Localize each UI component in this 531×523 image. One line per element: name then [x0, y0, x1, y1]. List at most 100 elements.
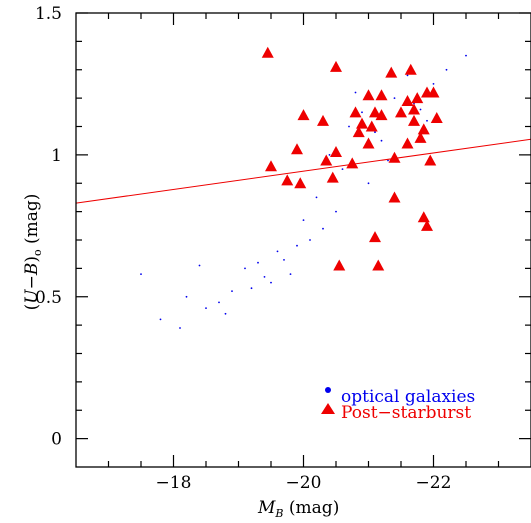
svg-text:MB (mag): MB (mag) [257, 498, 339, 520]
post-starburst-point [417, 211, 430, 223]
post-starburst-point [421, 86, 433, 98]
post-starburst-point [330, 60, 342, 72]
optical-galaxy-point [224, 312, 227, 315]
optical-galaxy-point [406, 74, 409, 77]
post-starburst-point [375, 89, 388, 101]
optical-galaxy-points [140, 54, 467, 329]
optical-galaxy-point [185, 295, 188, 298]
post-starburst-point [261, 46, 274, 58]
optical-galaxy-point [218, 301, 220, 304]
x-tick-label: −18 [156, 473, 192, 493]
post-starburst-point [369, 231, 381, 243]
x-tick-label: −20 [286, 473, 322, 493]
optical-galaxy-point [348, 125, 350, 128]
post-starburst-point [369, 106, 381, 118]
y-tick-label: 1.5 [35, 4, 62, 24]
svg-text:(U−B)o (mag): (U−B)o (mag) [22, 194, 44, 311]
fit-line [75, 138, 531, 204]
optical-galaxy-point [328, 154, 331, 156]
legend-post-label: Post−starburst [341, 403, 471, 423]
legend-dot-icon [325, 387, 331, 393]
optical-galaxy-point [257, 261, 259, 264]
optical-galaxy-point [198, 264, 201, 267]
tick-labels: −18 −20 −22 0 0.5 1 1.5 [35, 4, 451, 493]
post-starburst-point [375, 109, 388, 121]
optical-galaxy-point [354, 91, 357, 94]
post-starburst-point [346, 157, 359, 169]
post-starburst-point [281, 174, 294, 186]
optical-galaxy-point [432, 83, 435, 85]
legend-optical-label: optical galaxies [341, 387, 475, 407]
optical-galaxy-point [387, 159, 389, 162]
optical-galaxy-point [205, 307, 207, 309]
legend-triangle-icon [321, 403, 335, 414]
optical-galaxy-point [315, 196, 318, 199]
optical-galaxy-point [426, 119, 428, 122]
x-axis-label: MB (mag) [257, 498, 339, 520]
optical-galaxy-point [465, 54, 467, 57]
post-starburst-point [411, 92, 424, 104]
optical-galaxy-point [309, 239, 311, 241]
post-starburst-point [265, 160, 277, 172]
y-tick-label: 0.5 [35, 288, 62, 308]
optical-galaxy-point [445, 68, 448, 71]
post-starburst-point [352, 126, 365, 138]
y-axis-label: (U−B)o (mag) [22, 194, 44, 311]
post-starburst-point [408, 114, 420, 126]
post-starburst-point [388, 191, 401, 203]
x-tick-label: −22 [416, 473, 452, 493]
post-starburst-point [297, 109, 310, 121]
optical-galaxy-point [322, 227, 324, 230]
post-starburst-point [291, 143, 303, 155]
optical-galaxy-point [179, 327, 181, 329]
optical-galaxy-point [231, 290, 233, 292]
post-starburst-point [362, 137, 375, 149]
post-starburst-point [320, 154, 333, 166]
optical-galaxy-point [374, 131, 376, 134]
post-starburst-point [330, 146, 342, 158]
post-starburst-point [317, 114, 329, 126]
post-starburst-point [349, 106, 362, 118]
post-starburst-point [372, 259, 385, 271]
post-starburst-point [401, 137, 414, 149]
post-starburst-point [326, 171, 339, 183]
optical-galaxy-point [393, 97, 396, 99]
post-starburst-point [365, 120, 378, 132]
optical-galaxy-point [302, 219, 305, 222]
optical-galaxy-point [296, 244, 298, 247]
y-tick-label: 0 [51, 430, 62, 450]
post-starburst-point [294, 177, 307, 189]
optical-galaxy-point [419, 108, 422, 111]
post-starburst-point [395, 106, 407, 118]
optical-galaxy-point [367, 182, 370, 185]
y-tick-label: 1 [51, 146, 62, 166]
post-starburst-point [356, 117, 368, 129]
post-starburst-point [401, 94, 414, 106]
optical-galaxy-point [263, 276, 266, 278]
post-starburst-point [414, 131, 427, 143]
optical-galaxy-point [361, 111, 363, 114]
post-starburst-point [417, 123, 430, 135]
post-starburst-point [408, 103, 420, 115]
optical-galaxy-point [159, 318, 162, 321]
optical-galaxy-point [283, 259, 285, 261]
axis-ticks [76, 12, 531, 467]
optical-galaxy-point [250, 287, 253, 290]
optical-galaxy-point [335, 210, 337, 213]
legend: optical galaxies Post−starburst [321, 387, 475, 423]
optical-galaxy-point [244, 267, 246, 270]
post-starburst-point [385, 66, 398, 78]
post-starburst-point [333, 259, 346, 271]
post-starburst-point [362, 89, 375, 101]
optical-galaxy-point [276, 250, 279, 253]
post-starburst-point [404, 63, 417, 75]
post-starburst-point [424, 154, 437, 166]
optical-galaxy-point [341, 168, 344, 171]
post-starburst-point [421, 219, 433, 231]
optical-galaxy-point [140, 273, 142, 275]
post-starburst-point [388, 151, 401, 163]
optical-galaxy-point [289, 273, 292, 275]
post-starburst-points [261, 46, 443, 271]
post-starburst-point [430, 111, 443, 123]
